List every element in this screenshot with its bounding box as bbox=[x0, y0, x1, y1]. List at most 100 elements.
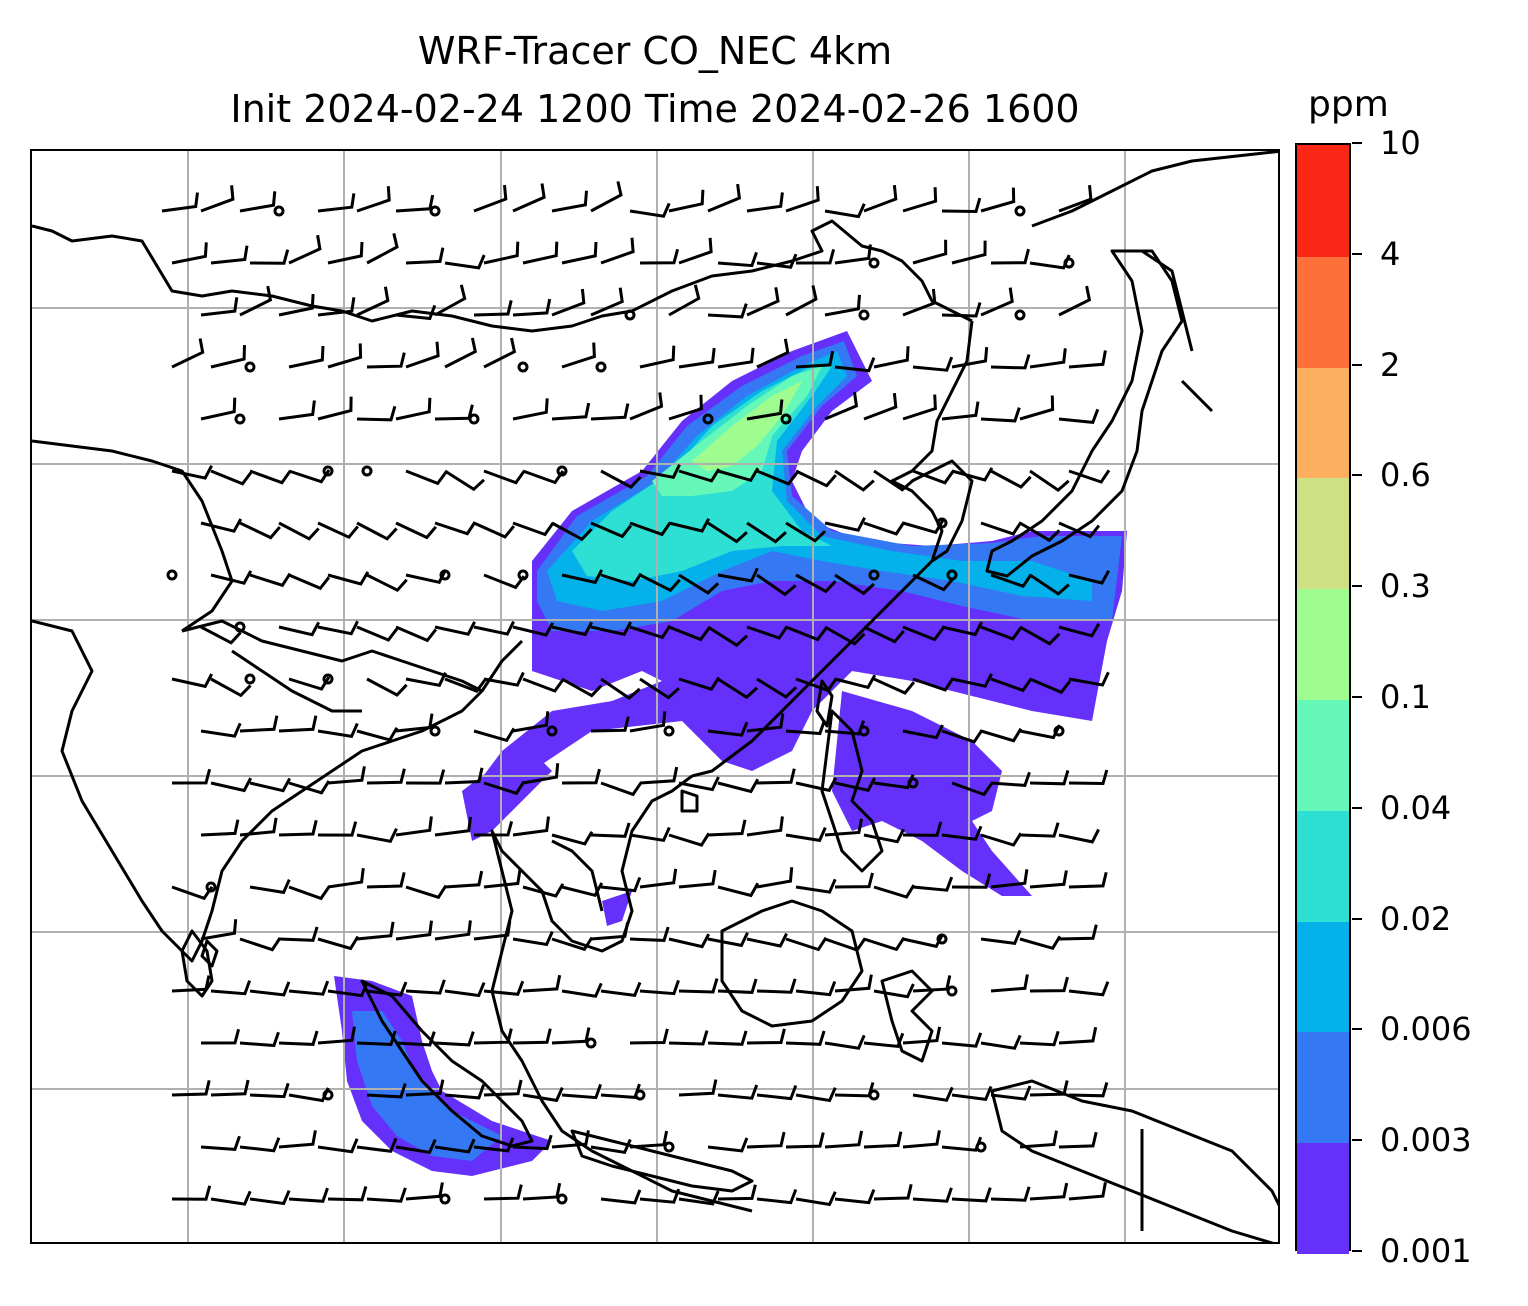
wind-barb bbox=[629, 1028, 669, 1045]
wind-barb bbox=[990, 573, 1033, 588]
wind-barb bbox=[951, 1187, 992, 1203]
colorbar-unit-label: ppm bbox=[1308, 84, 1389, 125]
wind-barb bbox=[512, 183, 546, 213]
colorbar-segment bbox=[1297, 699, 1349, 811]
wind-barb bbox=[756, 677, 798, 699]
wind-barb bbox=[210, 1190, 252, 1206]
wind-barb bbox=[288, 234, 322, 265]
wind-barb bbox=[473, 727, 516, 743]
wind-barb bbox=[473, 184, 508, 213]
wind-barb bbox=[980, 625, 1023, 641]
wind-barb bbox=[1068, 981, 1110, 997]
calm-wind-marker bbox=[546, 725, 558, 737]
wind-barb bbox=[668, 394, 703, 421]
wind-barb bbox=[473, 1137, 515, 1153]
wind-barb bbox=[366, 233, 399, 265]
wind-barb bbox=[278, 1030, 319, 1046]
colorbar-tick bbox=[1352, 1250, 1362, 1252]
calm-wind-marker bbox=[322, 465, 334, 477]
wind-barb bbox=[1058, 622, 1101, 638]
wind-barb bbox=[834, 777, 877, 793]
wind-barb bbox=[717, 882, 760, 898]
wind-barb bbox=[249, 878, 291, 895]
wind-barb bbox=[746, 192, 784, 213]
wind-barb bbox=[551, 831, 594, 846]
wind-barb bbox=[317, 620, 359, 636]
wind-barb bbox=[512, 711, 550, 733]
wind-barb bbox=[512, 931, 554, 947]
wind-barb bbox=[746, 287, 780, 317]
wind-barb bbox=[522, 677, 565, 693]
wind-barb bbox=[512, 622, 555, 637]
wind-barb bbox=[356, 1137, 398, 1153]
colorbar-tick bbox=[1352, 585, 1362, 588]
wind-barb bbox=[366, 573, 408, 593]
wind-barb bbox=[834, 357, 876, 373]
wind-barb bbox=[600, 981, 642, 998]
wind-barb bbox=[590, 621, 633, 637]
wind-barb bbox=[678, 573, 720, 595]
colorbar-tick-label: 0.003 bbox=[1380, 1121, 1472, 1160]
wind-barb bbox=[629, 926, 670, 942]
wind-barb bbox=[834, 244, 872, 265]
wind-barb bbox=[356, 625, 399, 642]
wind-barb bbox=[1029, 1080, 1069, 1097]
colorbar bbox=[1295, 143, 1351, 1254]
wind-barb bbox=[278, 294, 315, 317]
wind-barb bbox=[444, 870, 484, 889]
map-canvas bbox=[32, 151, 1278, 1242]
wind-barb bbox=[639, 464, 681, 479]
wind-barb bbox=[629, 521, 672, 537]
wind-barb bbox=[171, 975, 211, 993]
wind-barb bbox=[707, 819, 747, 837]
wind-barb bbox=[200, 1028, 241, 1045]
wind-barb bbox=[327, 868, 365, 889]
wind-barb bbox=[756, 573, 797, 597]
wind-barb bbox=[551, 402, 591, 421]
calm-wind-marker bbox=[858, 309, 870, 321]
calm-wind-marker bbox=[439, 569, 451, 581]
wind-barb bbox=[990, 248, 1030, 265]
wind-barb bbox=[668, 284, 701, 317]
wind-barb bbox=[756, 469, 799, 486]
wind-barb bbox=[668, 189, 705, 213]
wind-barb bbox=[941, 621, 984, 637]
wind-barb bbox=[902, 1026, 942, 1045]
wind-barb bbox=[356, 727, 399, 742]
wind-barb bbox=[1019, 724, 1061, 740]
colorbar-tick-label: 10 bbox=[1380, 124, 1421, 162]
wind-barb bbox=[239, 937, 282, 952]
wind-barb bbox=[785, 936, 828, 952]
wind-barb bbox=[210, 570, 253, 585]
calm-wind-marker bbox=[166, 569, 178, 581]
wind-barb bbox=[395, 194, 435, 213]
wind-barb bbox=[405, 672, 447, 687]
wind-barb bbox=[873, 469, 914, 492]
wind-barb bbox=[317, 396, 353, 421]
wind-barb bbox=[639, 766, 679, 785]
wind-barb bbox=[600, 237, 635, 265]
wind-barb bbox=[473, 620, 515, 636]
wind-barb bbox=[1058, 924, 1098, 941]
wind-barb bbox=[288, 885, 331, 901]
wind-barb bbox=[668, 517, 711, 533]
wind-barb bbox=[405, 979, 446, 995]
wind-barb bbox=[171, 768, 212, 785]
wind-barb bbox=[551, 621, 594, 637]
wind-barb bbox=[902, 625, 945, 642]
wind-barb bbox=[785, 719, 826, 736]
wind-barb bbox=[863, 1032, 905, 1049]
calm-wind-marker bbox=[429, 725, 441, 737]
wind-barb bbox=[356, 521, 398, 541]
wind-barb bbox=[444, 1084, 486, 1100]
wind-barb bbox=[951, 240, 987, 265]
wind-barb bbox=[561, 342, 596, 369]
wind-barb bbox=[171, 465, 213, 480]
calm-wind-marker bbox=[868, 569, 880, 581]
colorbar-segment bbox=[1297, 809, 1349, 922]
wind-barb bbox=[395, 397, 432, 421]
colorbar-tick-label: 0.006 bbox=[1380, 1010, 1472, 1049]
wind-barb bbox=[629, 202, 671, 218]
wind-barb bbox=[639, 979, 680, 996]
calm-wind-marker bbox=[439, 1193, 451, 1205]
